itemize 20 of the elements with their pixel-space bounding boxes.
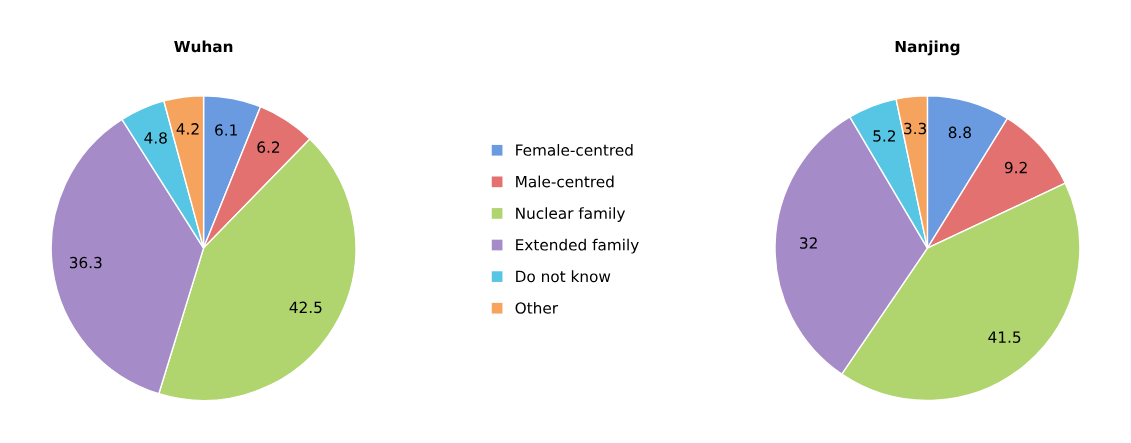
chart-title: Wuhan [174, 40, 233, 53]
data-label: 4.8 [144, 132, 167, 144]
legend-label: Do not know [516, 270, 611, 283]
data-label: 4.2 [176, 123, 199, 135]
data-label: 32 [800, 237, 817, 249]
legend-label: Other [515, 301, 559, 314]
chart-title: Nanjing [895, 40, 960, 56]
legend-label: Extended family [516, 238, 639, 254]
data-label: 6.2 [257, 141, 280, 153]
data-label: 36.3 [69, 256, 102, 269]
data-label: 6.1 [215, 124, 237, 136]
data-label: 8.8 [948, 126, 971, 139]
data-label: 9.2 [1004, 161, 1027, 174]
legend-label: Male-centred [516, 175, 614, 188]
data-label: 3.3 [904, 122, 927, 135]
legend-label: Female-centred [516, 143, 633, 156]
legend-label: Nuclear family [516, 207, 626, 222]
data-label: 5.2 [873, 130, 895, 142]
data-label: 42.5 [289, 301, 322, 314]
data-label: 41.5 [988, 331, 1021, 343]
